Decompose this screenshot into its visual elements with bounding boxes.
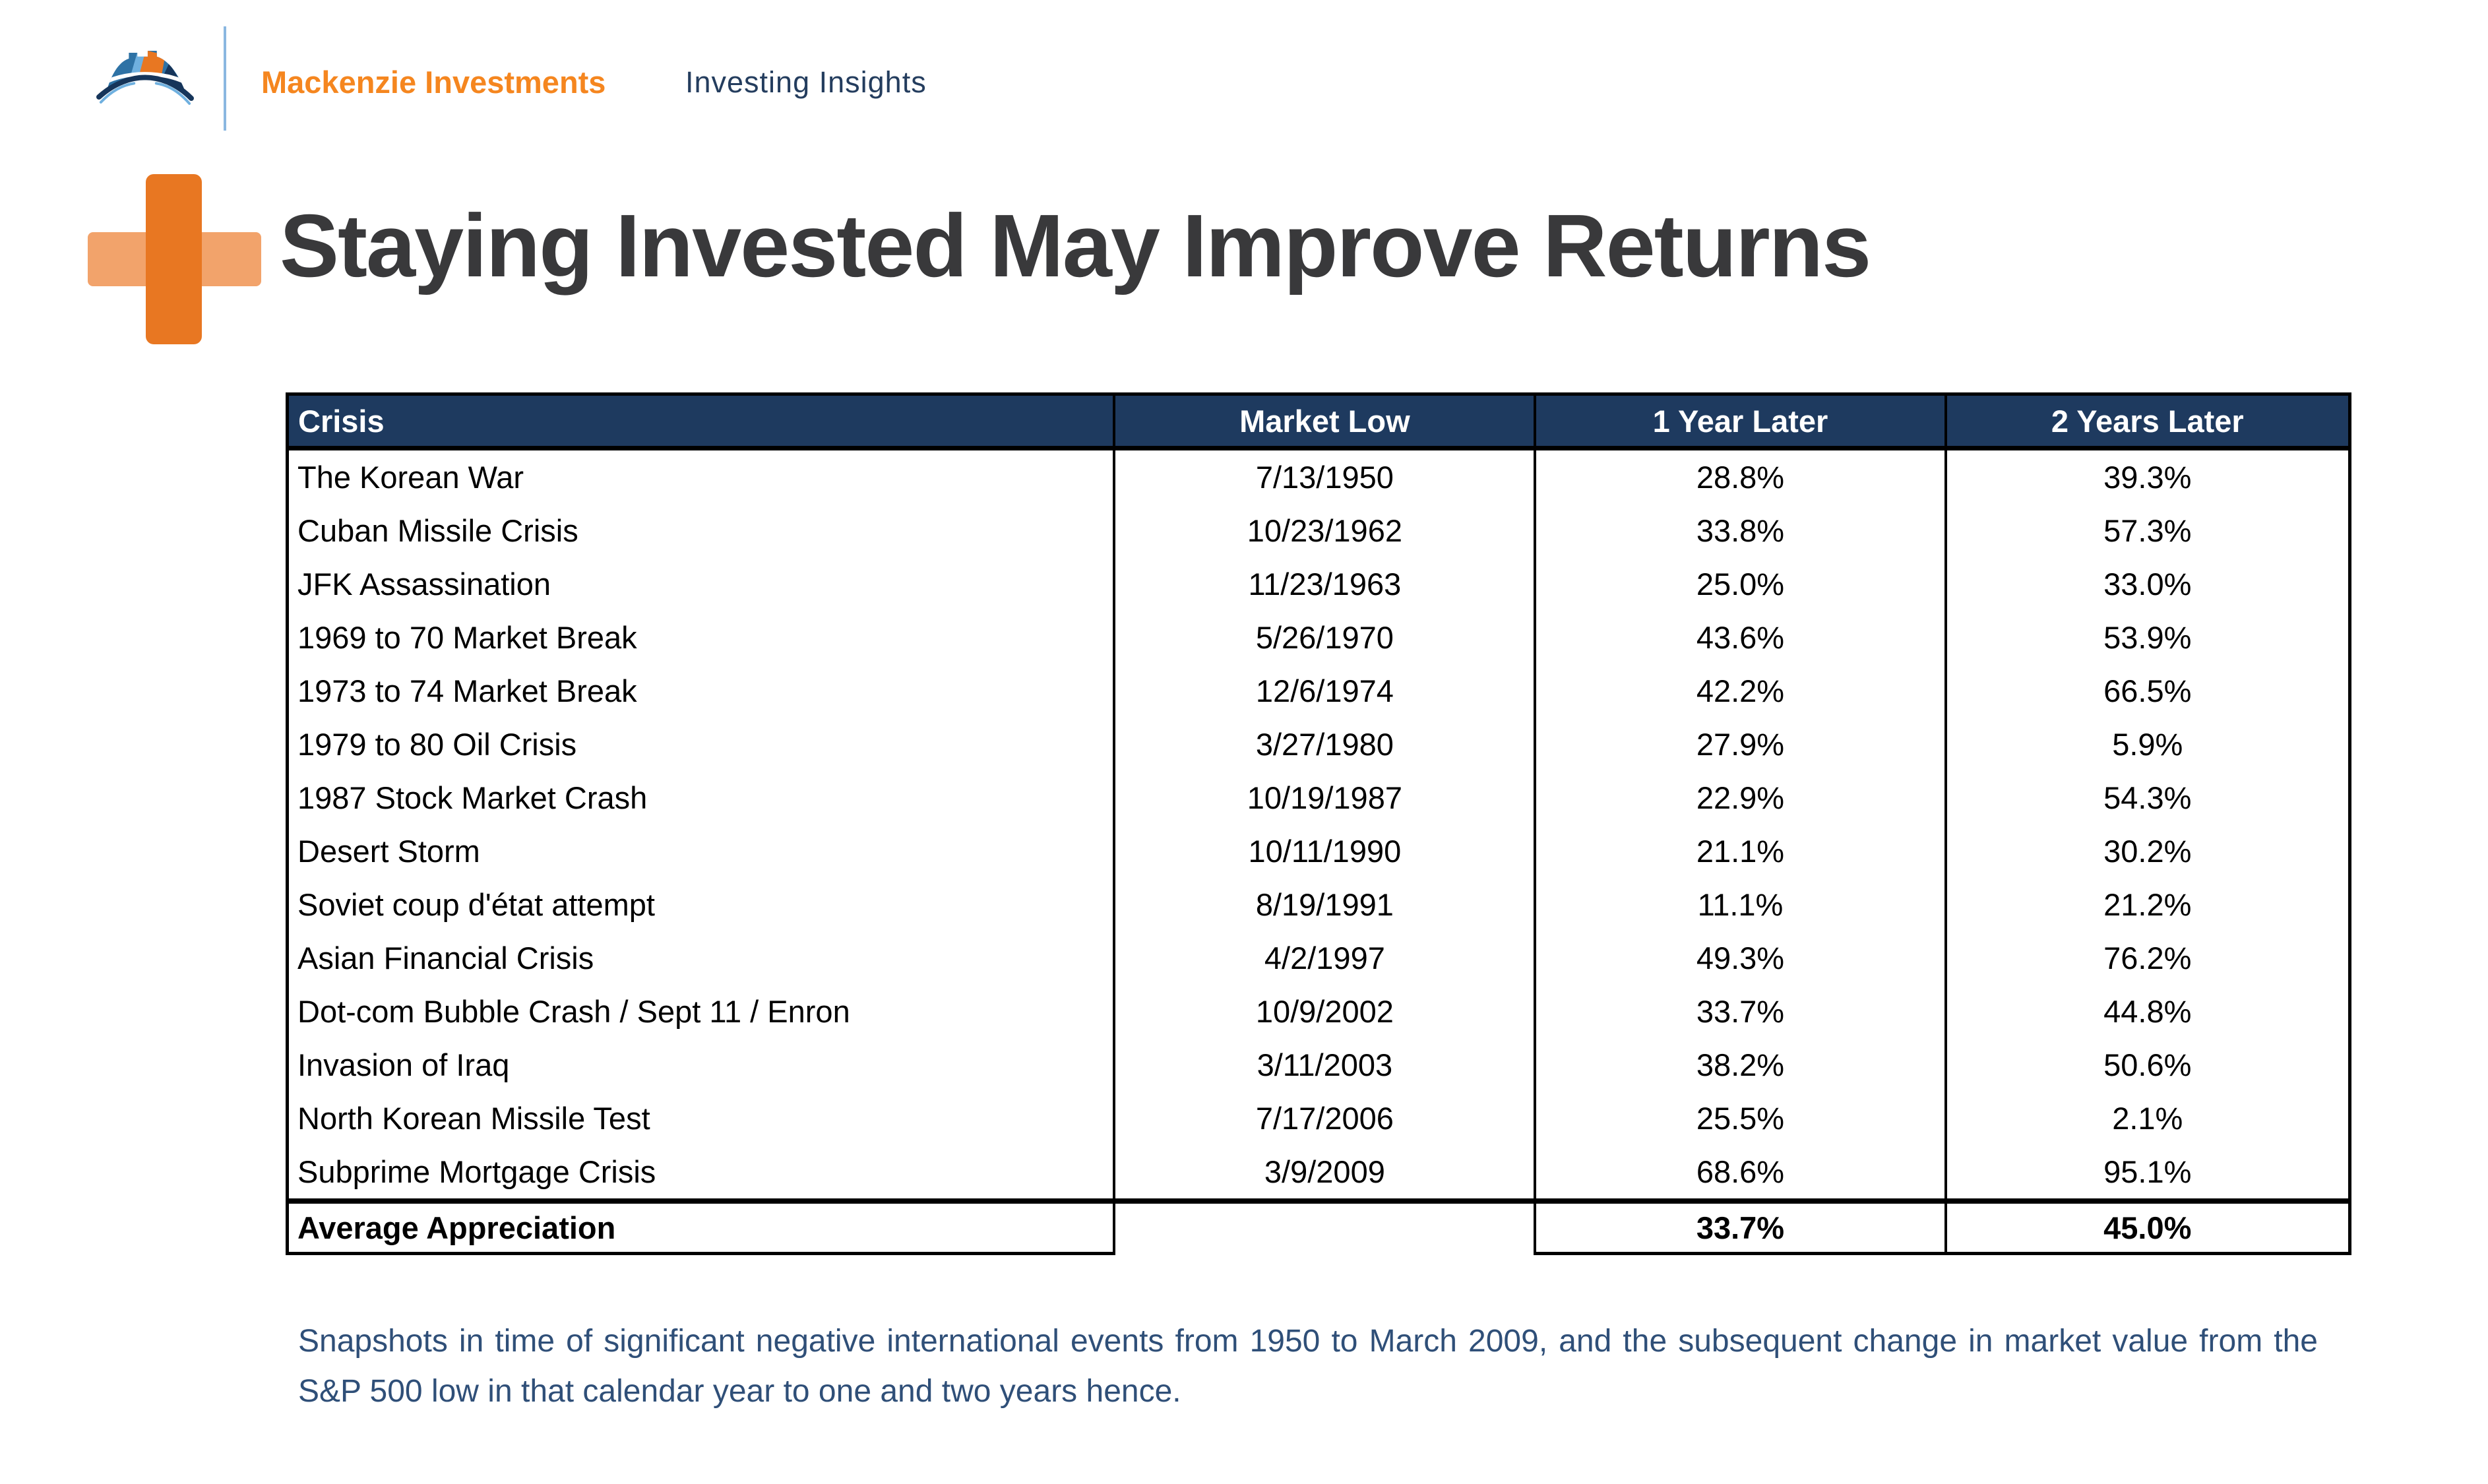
one-year-cell: 21.1% [1534,824,1947,878]
crisis-cell: North Korean Missile Test [286,1092,1116,1145]
crisis-cell: Asian Financial Crisis [286,931,1116,985]
crisis-cell: Subprime Mortgage Crisis [286,1145,1116,1201]
table-row: Cuban Missile Crisis 10/23/1962 33.8% 57.3% [286,504,2351,557]
table-row: Asian Financial Crisis 4/2/1997 49.3% 76.2% [286,931,2351,985]
crisis-cell: Cuban Missile Crisis [286,504,1116,557]
crisis-cell: Dot-com Bubble Crash / Sept 11 / Enron [286,985,1116,1038]
one-year-cell: 27.9% [1534,718,1947,771]
two-years-cell: 95.1% [1944,1145,2351,1201]
crisis-cell: 1987 Stock Market Crash [286,771,1116,824]
column-header-crisis: Crisis [286,394,1116,450]
one-year-cell: 25.0% [1534,557,1947,611]
crisis-cell: 1973 to 74 Market Break [286,664,1116,718]
summary-one-year-cell: 33.7% [1534,1198,1947,1255]
column-header-2-years-later: 2 Years Later [1944,394,2351,450]
two-years-cell: 54.3% [1944,771,2351,824]
two-years-cell: 21.2% [1944,878,2351,931]
table-row: 1987 Stock Market Crash 10/19/1987 22.9% 54… [286,771,2351,824]
brand-tagline: Investing Insights [685,65,927,99]
one-year-cell: 33.7% [1534,985,1947,1038]
mackenzie-bridge-logo-icon [96,46,194,107]
one-year-cell: 43.6% [1534,611,1947,664]
two-years-cell: 57.3% [1944,504,2351,557]
crisis-cell: Soviet coup d'état attempt [286,878,1116,931]
footnote: Snapshots in time of significant negativ… [298,1324,2318,1409]
two-years-cell: 50.6% [1944,1038,2351,1092]
table-row: Invasion of Iraq 3/11/2003 38.2% 50.6% [286,1038,2351,1092]
two-years-cell: 53.9% [1944,611,2351,664]
table-row: 1969 to 70 Market Break 5/26/1970 43.6% 53.… [286,611,2351,664]
market-low-cell: 7/17/2006 [1113,1092,1537,1145]
two-years-cell: 76.2% [1944,931,2351,985]
two-years-cell: 2.1% [1944,1092,2351,1145]
one-year-cell: 38.2% [1534,1038,1947,1092]
market-low-cell: 7/13/1950 [1113,448,1537,504]
one-year-cell: 42.2% [1534,664,1947,718]
table-row: Soviet coup d'état attempt 8/19/1991 11.1%… [286,878,2351,931]
table-body: The Korean War 7/13/1950 28.8% 39.3% Cuban M… [286,448,2351,1201]
crisis-cell: 1969 to 70 Market Break [286,611,1116,664]
crisis-cell: Desert Storm [286,824,1116,878]
market-low-cell: 10/19/1987 [1113,771,1537,824]
table-row: North Korean Missile Test 7/17/2006 25.5% 2… [286,1092,2351,1145]
one-year-cell: 25.5% [1534,1092,1947,1145]
market-low-cell: 3/27/1980 [1113,718,1537,771]
market-low-cell: 4/2/1997 [1113,931,1537,985]
one-year-cell: 22.9% [1534,771,1947,824]
column-header-market-low: Market Low [1113,394,1537,450]
two-years-cell: 39.3% [1944,448,2351,504]
table-header-row: Crisis Market Low 1 Year Later 2 Years L… [286,394,2351,450]
market-low-cell: 5/26/1970 [1113,611,1537,664]
one-year-cell: 33.8% [1534,504,1947,557]
table-row: Dot-com Bubble Crash / Sept 11 / Enron 10… [286,985,2351,1038]
market-low-cell: 10/23/1962 [1113,504,1537,557]
page-title: Staying Invested May Improve Returns [280,196,1871,295]
crisis-returns-table: Crisis Market Low 1 Year Later 2 Years L… [286,392,2351,1255]
one-year-cell: 28.8% [1534,448,1947,504]
table-row: JFK Assassination 11/23/1963 25.0% 33.0% [286,557,2351,611]
one-year-cell: 11.1% [1534,878,1947,931]
two-years-cell: 5.9% [1944,718,2351,771]
two-years-cell: 44.8% [1944,985,2351,1038]
summary-row: Average Appreciation 33.7% 45.0% [286,1198,2351,1255]
table-row: The Korean War 7/13/1950 28.8% 39.3% [286,448,2351,504]
crisis-cell: Invasion of Iraq [286,1038,1116,1092]
crisis-cell: JFK Assassination [286,557,1116,611]
market-low-cell: 12/6/1974 [1113,664,1537,718]
table-row: Desert Storm 10/11/1990 21.1% 30.2% [286,824,2351,878]
market-low-cell: 3/11/2003 [1113,1038,1537,1092]
two-years-cell: 66.5% [1944,664,2351,718]
plus-icon-vertical-bar [146,174,202,344]
summary-label-cell: Average Appreciation [286,1198,1116,1255]
crisis-cell: The Korean War [286,448,1116,504]
summary-market-low-cell [1113,1198,1537,1254]
one-year-cell: 49.3% [1534,931,1947,985]
market-low-cell: 3/9/2009 [1113,1145,1537,1201]
market-low-cell: 8/19/1991 [1113,878,1537,931]
crisis-cell: 1979 to 80 Oil Crisis [286,718,1116,771]
brand-divider [224,26,226,131]
market-low-cell: 10/11/1990 [1113,824,1537,878]
one-year-cell: 68.6% [1534,1145,1947,1201]
market-low-cell: 11/23/1963 [1113,557,1537,611]
two-years-cell: 30.2% [1944,824,2351,878]
table-row: 1973 to 74 Market Break 12/6/1974 42.2% 66.… [286,664,2351,718]
brand-name: Mackenzie Investments [261,65,606,100]
table-row: 1979 to 80 Oil Crisis 3/27/1980 27.9% 5.9% [286,718,2351,771]
market-low-cell: 10/9/2002 [1113,985,1537,1038]
table-row: Subprime Mortgage Crisis 3/9/2009 68.6% 95.… [286,1145,2351,1201]
summary-two-years-cell: 45.0% [1944,1198,2351,1255]
column-header-1-year-later: 1 Year Later [1534,394,1947,450]
two-years-cell: 33.0% [1944,557,2351,611]
